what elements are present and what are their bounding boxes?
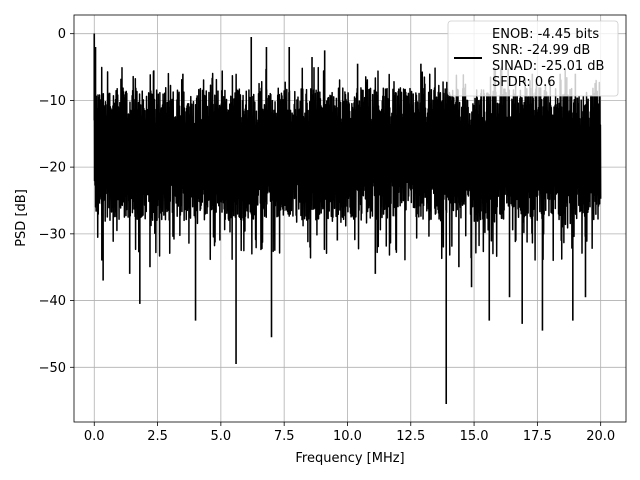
y-tick-label: 0: [58, 27, 66, 42]
y-tick-label: −50: [39, 361, 66, 376]
legend-entry-snr: SNR: -24.99 dB: [492, 43, 590, 58]
x-axis-label: Frequency [MHz]: [295, 451, 404, 466]
x-tick-label: 17.5: [523, 429, 552, 444]
axes-frame: [73, 14, 627, 423]
x-tick-label: 7.5: [274, 429, 295, 444]
y-tick-label: −40: [39, 294, 66, 309]
series-line: [93, 33, 602, 262]
x-tick-label: 15.0: [460, 429, 489, 444]
x-tick-label: 20.0: [586, 429, 615, 444]
y-tick-label: −30: [39, 227, 66, 242]
legend-entry-sfdr: SFDR: 0.6: [492, 75, 556, 90]
y-axis-ticks: 0 −10 −20 −30 −40 −50: [39, 27, 74, 376]
x-tick-label: 10.0: [333, 429, 362, 444]
y-tick-label: −10: [39, 94, 66, 109]
x-tick-label: 12.5: [396, 429, 425, 444]
spike-layer: [93, 33, 587, 404]
legend: ENOB: -4.45 bits SNR: -24.99 dB SINAD: -…: [447, 20, 619, 97]
y-tick-label: −20: [39, 161, 66, 176]
x-tick-label: 5.0: [211, 429, 232, 444]
legend-entry-sinad: SINAD: -25.01 dB: [492, 59, 604, 74]
x-axis-ticks: 0.0 2.5 5.0 7.5 10.0 12.5 15.0 17.5 20.0: [84, 422, 615, 444]
y-axis-label: PSD [dB]: [14, 189, 29, 247]
x-tick-label: 0.0: [84, 429, 105, 444]
legend-entry-enob: ENOB: -4.45 bits: [492, 27, 599, 42]
legend-box: [447, 20, 619, 97]
x-tick-label: 2.5: [147, 429, 168, 444]
